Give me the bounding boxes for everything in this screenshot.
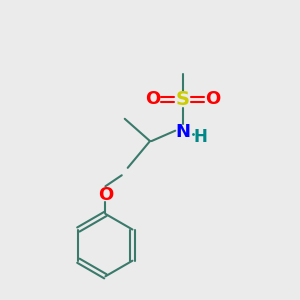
Text: O: O — [145, 91, 160, 109]
Text: H: H — [194, 128, 208, 146]
Text: O: O — [205, 91, 220, 109]
Text: O: O — [98, 186, 113, 204]
Text: S: S — [176, 90, 190, 109]
Text: N: N — [175, 123, 190, 141]
